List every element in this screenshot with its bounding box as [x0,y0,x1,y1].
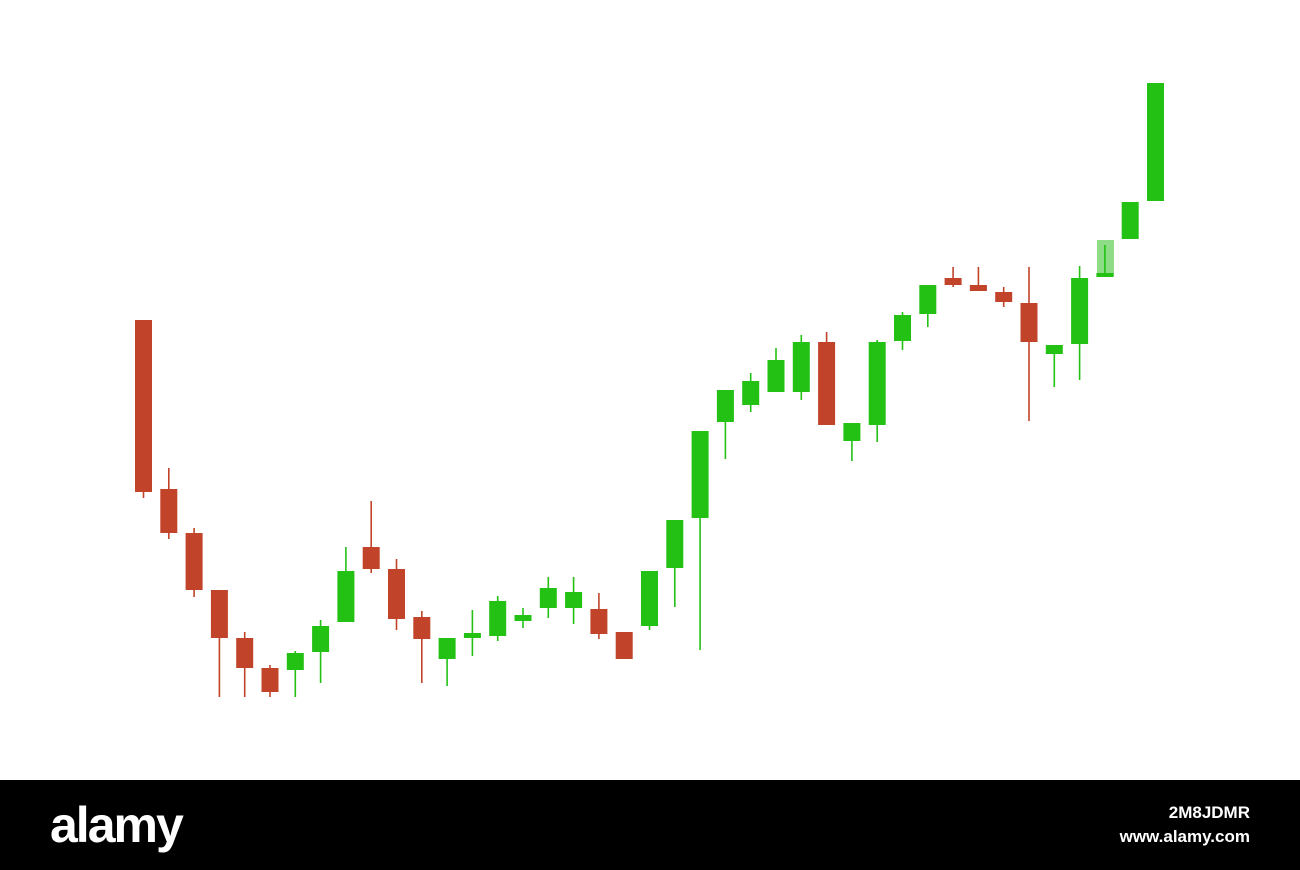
candle-body [185,533,203,590]
candles [135,83,1164,697]
candle-body [362,547,380,569]
candle-body [944,278,962,285]
candle-body [868,342,886,425]
candle-body [438,638,456,659]
candle-body [312,626,330,652]
candle-body [742,381,760,405]
candle-body [590,609,608,634]
candle-body [641,571,658,626]
candle-body [919,285,937,314]
candle-body [615,632,633,659]
candle-body [716,390,734,422]
candle-body [666,520,684,568]
brand: alamy [50,797,184,853]
watermark-bar [0,780,1300,870]
candle-body [843,423,861,441]
candle-body [767,360,785,392]
candle-body [135,320,152,492]
candle-body [969,285,987,291]
candle-body [995,292,1013,302]
candle-body [1020,303,1038,342]
candle-body [337,571,355,622]
candle-body [1045,345,1063,354]
candle-body [210,590,228,638]
candle-body [388,569,405,619]
candle-body [691,431,709,518]
candle-body [792,342,810,392]
candle-body [539,588,557,608]
candle-body [1147,83,1164,201]
image-id: 2M8JDMR [1169,803,1250,822]
candle-body [160,489,178,533]
plot-background [0,0,1300,780]
candle-body [565,592,583,608]
candle-body [514,615,532,621]
url: www.alamy.com [1119,827,1250,846]
candle-body [236,638,254,668]
candle-body [489,601,507,636]
candle-body [818,342,836,425]
candle-body [463,633,481,638]
candle-body [894,315,911,341]
candle-body [261,668,279,692]
candle-body [1071,278,1089,344]
candle-body [413,617,431,639]
candle-body [286,653,304,670]
candle-body [1121,202,1139,239]
candle-body [1096,273,1114,277]
